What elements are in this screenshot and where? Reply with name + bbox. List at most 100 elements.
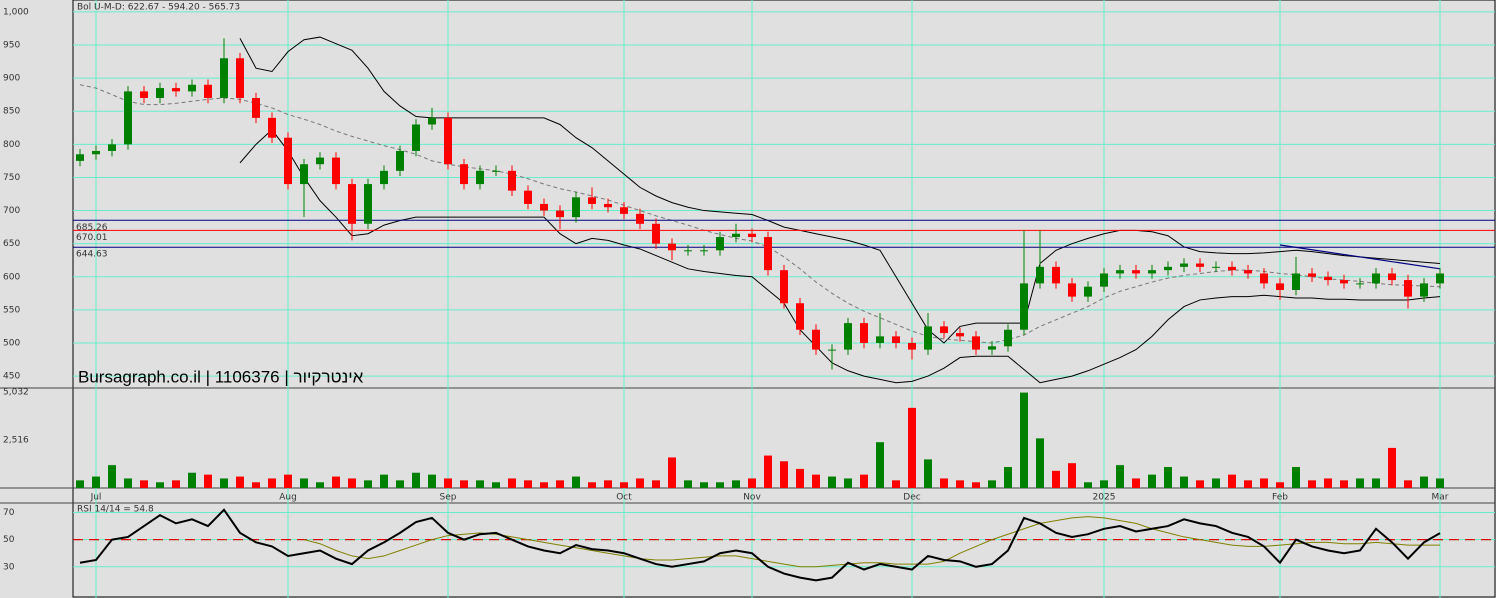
volume-bar	[636, 478, 644, 488]
candle-body	[1068, 283, 1076, 297]
volume-bar	[508, 478, 516, 488]
volume-bar	[524, 480, 532, 488]
candle-body	[220, 58, 228, 98]
candle-body	[76, 154, 84, 161]
volume-bar	[684, 480, 692, 488]
y-tick-label: 950	[3, 41, 20, 51]
volume-bar	[828, 476, 836, 488]
candle-body	[108, 144, 116, 151]
volume-bar	[140, 480, 148, 488]
volume-bar	[300, 478, 308, 488]
volume-bar	[1228, 474, 1236, 488]
volume-bar	[1404, 480, 1412, 488]
volume-bar	[1036, 438, 1044, 488]
y-tick-label: 650	[3, 239, 20, 249]
volume-bar	[220, 478, 228, 488]
volume-bar	[492, 482, 500, 488]
candle-body	[284, 137, 292, 185]
volume-bar	[556, 480, 564, 488]
volume-bar	[860, 474, 868, 488]
candle-body	[1148, 270, 1156, 274]
x-tick-label: Nov	[743, 493, 761, 503]
candle-body	[844, 323, 852, 350]
candle-body	[1228, 266, 1236, 271]
volume-bar	[1260, 478, 1268, 488]
volume-bar	[780, 461, 788, 488]
band-upper	[239, 36, 1441, 344]
candle-body	[460, 164, 468, 185]
x-tick-label: Feb	[1272, 493, 1288, 503]
volume-bar	[1420, 476, 1428, 488]
candle-body	[956, 333, 964, 337]
candle-body	[1084, 286, 1092, 297]
volume-bar	[876, 442, 884, 488]
candle-body	[316, 157, 324, 165]
candle-body	[1100, 273, 1108, 287]
volume-bar	[652, 480, 660, 488]
volume-bar	[1052, 470, 1060, 488]
y-tick-label: 70	[3, 508, 15, 518]
volume-bar	[924, 459, 932, 488]
candle-body	[636, 213, 644, 224]
volume-bar	[812, 474, 820, 488]
volume-bar	[1164, 467, 1172, 488]
candle-body	[204, 84, 212, 98]
candle-body	[188, 84, 196, 92]
y-tick-label: 500	[3, 338, 20, 348]
volume-bar	[956, 480, 964, 488]
volume-bar	[92, 476, 100, 488]
y-tick-label: 800	[3, 140, 20, 150]
candle-body	[1292, 273, 1300, 291]
candle-body	[556, 210, 564, 218]
candle-body	[508, 170, 516, 191]
y-tick-label: 550	[3, 305, 20, 315]
y-tick-label: 450	[3, 372, 20, 382]
volume-bar	[1340, 480, 1348, 488]
volume-bar	[380, 474, 388, 488]
candle-body	[1276, 283, 1284, 291]
candle-body	[428, 117, 436, 125]
candle-body	[172, 88, 180, 92]
candle-body	[1212, 266, 1220, 268]
candle-body	[332, 157, 340, 185]
volume-bar	[972, 482, 980, 488]
candle-body	[1260, 273, 1268, 284]
volume-bar	[1100, 480, 1108, 488]
volume-bar	[1372, 478, 1380, 488]
volume-bar	[1196, 480, 1204, 488]
volume-bar	[76, 480, 84, 488]
volume-bar	[1356, 478, 1364, 488]
y-tick-label: 30	[3, 562, 15, 572]
candle-body	[1356, 283, 1364, 285]
candle-body	[1164, 266, 1172, 271]
volume-bar	[940, 478, 948, 488]
candle-body	[524, 190, 532, 204]
candle-body	[156, 88, 164, 98]
candle-body	[588, 197, 596, 204]
x-tick-label: Dec	[903, 493, 920, 503]
candle-body	[412, 124, 420, 151]
volume-bar	[1132, 478, 1140, 488]
candle-body	[828, 349, 836, 351]
volume-bar	[796, 468, 804, 488]
volume-bar	[1308, 480, 1316, 488]
candle-body	[1004, 329, 1012, 347]
y-tick-label: 50	[3, 535, 15, 545]
candle-body	[860, 323, 868, 343]
candle-body	[1052, 266, 1060, 284]
volume-bar	[620, 482, 628, 488]
candle-body	[348, 184, 356, 224]
candle-body	[972, 336, 980, 350]
candle-body	[1132, 270, 1140, 274]
volume-bar	[236, 476, 244, 488]
candle-body	[812, 329, 820, 350]
candle-body	[940, 326, 948, 334]
band-lower	[239, 129, 1441, 384]
level-label: 670.01	[76, 233, 108, 243]
volume-bar	[1084, 482, 1092, 488]
volume-bar	[332, 476, 340, 488]
candle-body	[620, 207, 628, 214]
candle-body	[684, 250, 692, 252]
volume-bar	[1324, 478, 1332, 488]
candle-body	[252, 97, 260, 118]
